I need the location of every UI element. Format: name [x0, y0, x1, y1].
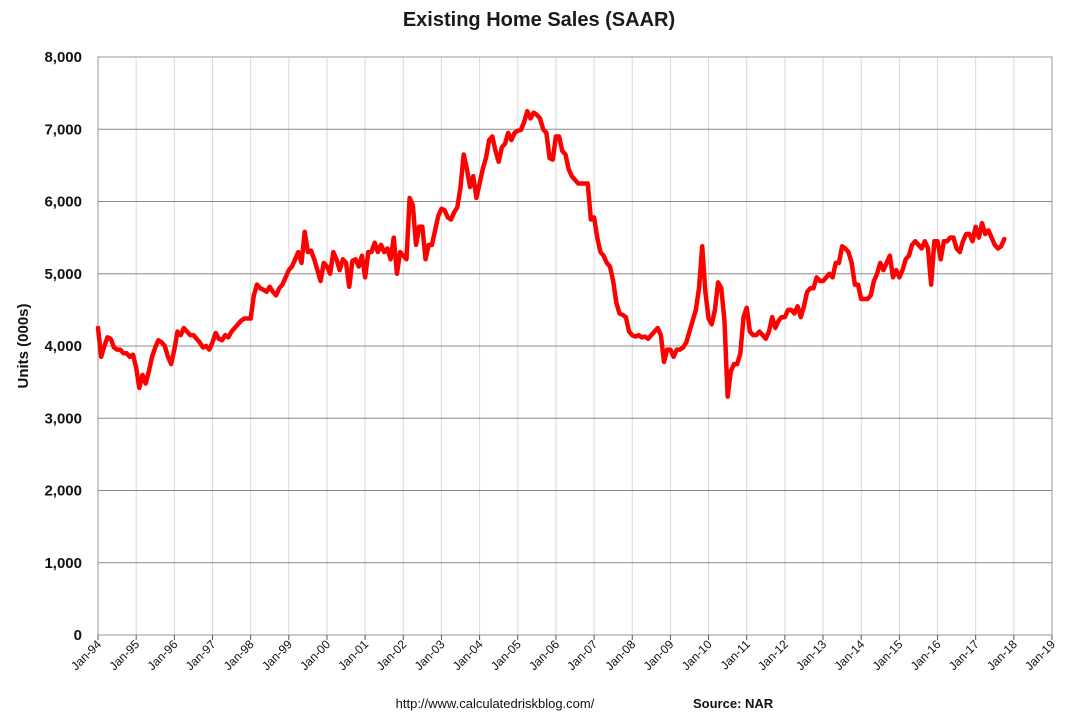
x-tick-label: Jan-05	[488, 637, 524, 673]
footer-source: Source: NAR	[693, 696, 774, 711]
x-tick-label: Jan-02	[374, 637, 410, 673]
x-tick-label: Jan-06	[526, 637, 562, 673]
y-axis-label: Units (000s)	[15, 303, 32, 388]
y-tick-label: 5,000	[44, 266, 82, 283]
series-layer	[95, 108, 1007, 399]
x-tick-label: Jan-99	[259, 637, 295, 673]
x-tick-label: Jan-09	[641, 637, 677, 673]
y-axis-ticks: 0 1,000 2,000 3,000 4,000 5,000 6,000 7,000 8,00…	[44, 49, 82, 644]
horizontal-gridlines	[98, 128, 1052, 564]
x-tick-label: Jan-95	[106, 637, 142, 673]
x-tick-label: Jan-97	[183, 637, 219, 673]
chart-title: Existing Home Sales (SAAR)	[403, 9, 675, 31]
y-tick-label: 7,000	[44, 121, 82, 138]
x-tick-label: Jan-01	[335, 637, 371, 673]
x-tick-label: Jan-15	[870, 637, 906, 673]
y-tick-label: 3,000	[44, 410, 82, 427]
y-tick-label: 0	[74, 627, 82, 644]
y-tick-label: 8,000	[44, 49, 82, 66]
x-axis-ticks: Jan-94 Jan-95 Jan-96 Jan-97 Jan-98 Jan-99 Jan-…	[68, 635, 1058, 673]
x-tick-label: Jan-00	[297, 637, 333, 673]
x-tick-label: Jan-07	[564, 637, 600, 673]
series-line	[95, 108, 1007, 399]
x-tick-label: Jan-04	[450, 637, 486, 673]
x-tick-label: Jan-12	[755, 637, 791, 673]
x-tick-label: Jan-16	[908, 637, 944, 673]
x-tick-label: Jan-03	[412, 637, 448, 673]
x-tick-label: Jan-13	[793, 637, 829, 673]
x-tick-label: Jan-18	[984, 637, 1020, 673]
x-tick-label: Jan-11	[718, 637, 753, 672]
y-tick-label: 4,000	[44, 338, 82, 355]
footer-url: http://www.calculatedriskblog.com/	[396, 696, 595, 711]
x-tick-label: Jan-96	[145, 637, 181, 673]
x-tick-label: Jan-08	[603, 637, 639, 673]
y-tick-label: 6,000	[44, 194, 82, 211]
x-tick-label: Jan-17	[946, 637, 982, 673]
x-tick-label: Jan-14	[831, 637, 867, 673]
x-tick-label: Jan-10	[679, 637, 715, 673]
y-tick-label: 1,000	[44, 555, 82, 572]
x-tick-label: Jan-19	[1022, 637, 1058, 673]
y-tick-label: 2,000	[44, 483, 82, 500]
x-tick-label: Jan-98	[221, 637, 257, 673]
